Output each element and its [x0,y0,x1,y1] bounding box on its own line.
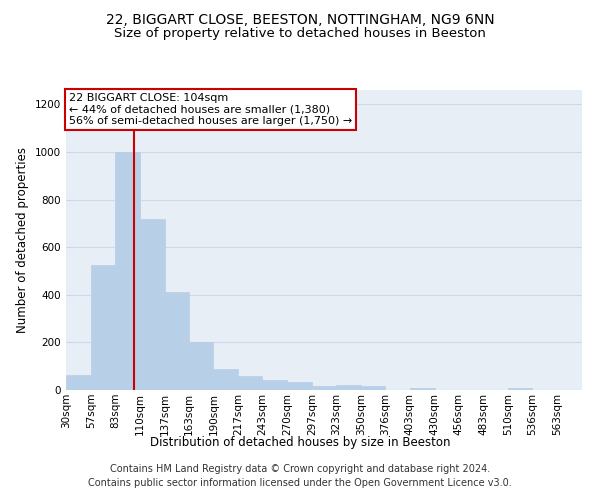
Bar [66,374,91,390]
Text: 22 BIGGART CLOSE: 104sqm
← 44% of detached houses are smaller (1,380)
56% of sem: 22 BIGGART CLOSE: 104sqm ← 44% of detach… [68,93,352,126]
Text: Distribution of detached houses by size in Beeston: Distribution of detached houses by size … [150,436,450,449]
Text: Contains HM Land Registry data © Crown copyright and database right 2024.
Contai: Contains HM Land Registry data © Crown c… [88,464,512,487]
Bar [361,386,385,390]
Bar [287,382,312,390]
Bar [238,376,262,390]
Bar [214,368,238,390]
Bar [91,265,115,390]
Bar [188,342,214,390]
Bar [508,388,532,390]
Bar [410,388,434,390]
Bar [312,386,336,390]
Text: 22, BIGGART CLOSE, BEESTON, NOTTINGHAM, NG9 6NN: 22, BIGGART CLOSE, BEESTON, NOTTINGHAM, … [106,12,494,26]
Bar [115,152,140,390]
Bar [336,385,361,390]
Bar [164,292,188,390]
Bar [262,380,287,390]
Text: Size of property relative to detached houses in Beeston: Size of property relative to detached ho… [114,26,486,40]
Bar [140,218,164,390]
Y-axis label: Number of detached properties: Number of detached properties [16,147,29,333]
